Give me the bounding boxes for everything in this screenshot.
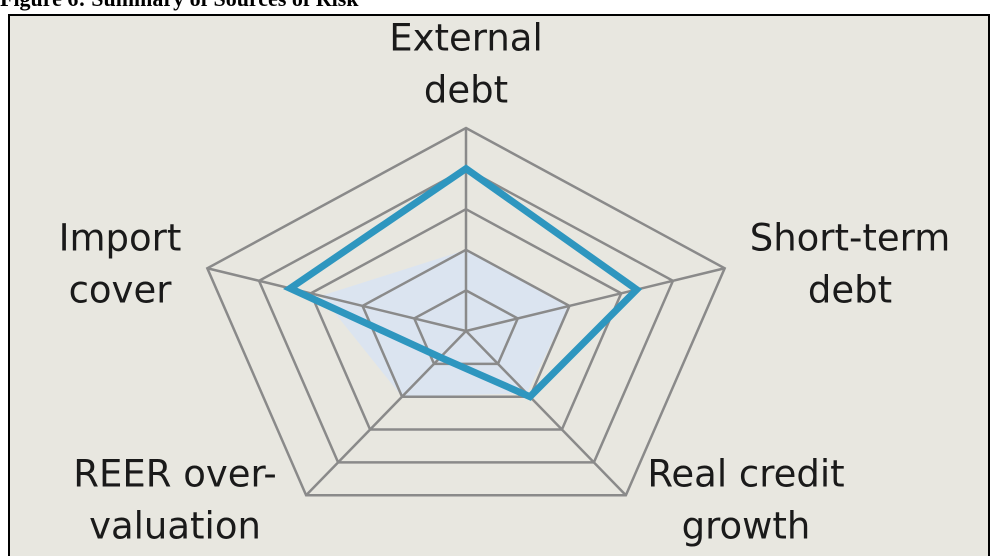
grid-ring <box>360 248 572 398</box>
category-label: growth <box>682 505 811 548</box>
category-label: Import <box>59 217 182 260</box>
grid-ring <box>309 207 623 431</box>
category-label: Real credit <box>647 453 844 496</box>
category-label: Short-term <box>750 217 951 260</box>
category-label: cover <box>69 269 173 312</box>
category-label: valuation <box>89 505 261 548</box>
spoke <box>465 330 627 497</box>
spoke <box>465 267 725 333</box>
grid-ring <box>257 167 675 464</box>
category-label: debt <box>808 269 892 312</box>
radar-area <box>321 249 570 397</box>
category-label: REER over- <box>73 453 276 496</box>
chart-title: Figure 6: Summary of Sources of Risk <box>0 0 359 11</box>
grid-ring <box>205 126 727 497</box>
spoke <box>207 267 467 333</box>
category-label: debt <box>424 69 508 112</box>
radar-line <box>282 164 643 401</box>
grid-ring <box>412 288 520 366</box>
category-label: External <box>389 17 543 60</box>
